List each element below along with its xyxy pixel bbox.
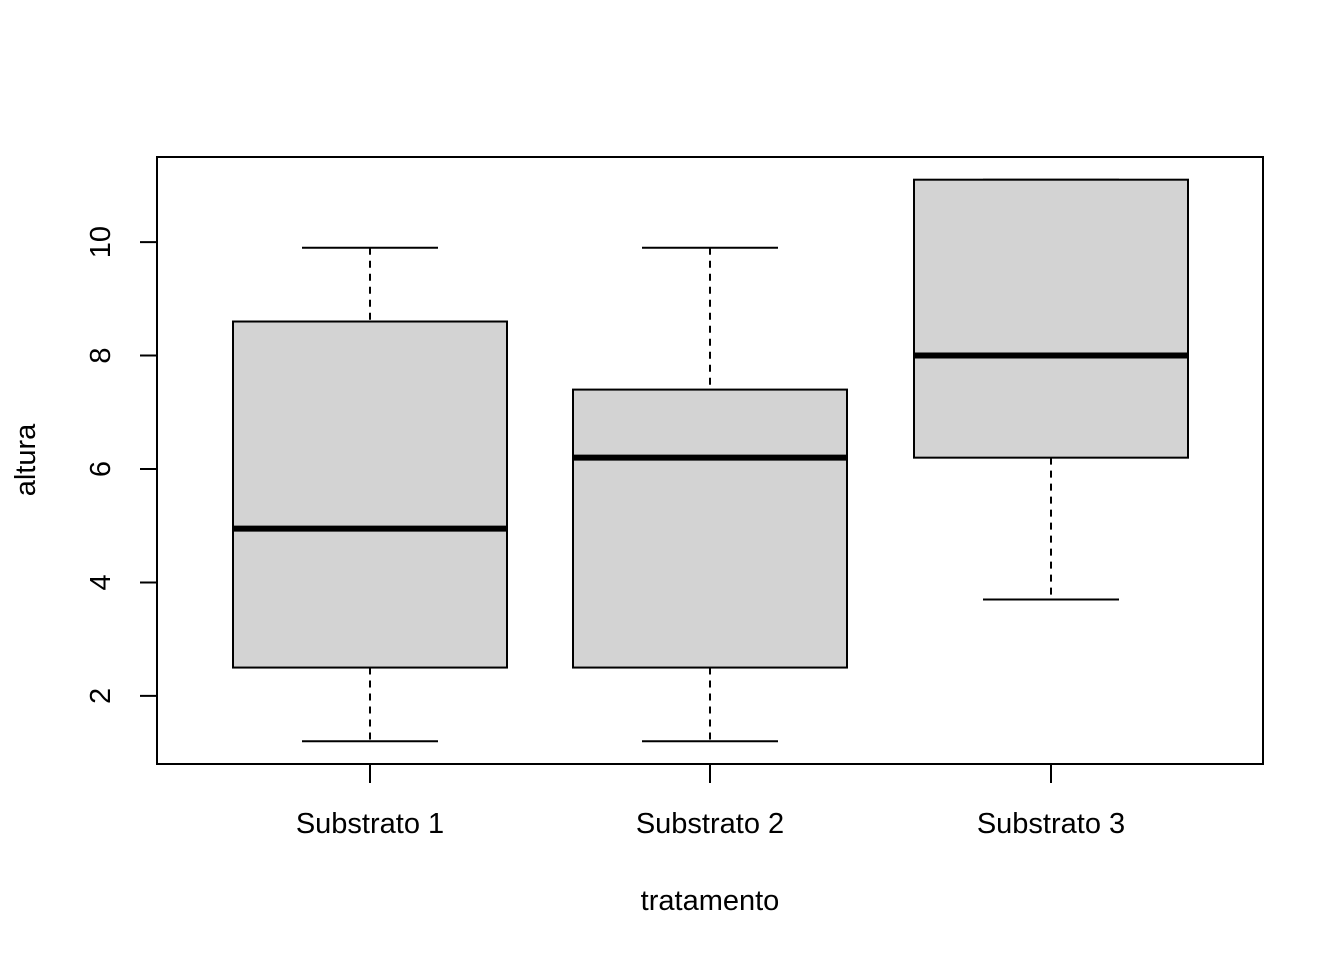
box-2 — [572, 246, 848, 743]
y-tick-label: 4 — [85, 574, 117, 590]
x-tick-label: Substrato 2 — [636, 808, 784, 840]
y-axis: 2 4 6 8 10 — [85, 226, 158, 704]
box-1 — [232, 246, 508, 743]
iqr-box — [913, 178, 1189, 459]
y-tick-label: 2 — [85, 688, 117, 704]
x-axis: Substrato 1 Substrato 2 Substrato 3 — [296, 764, 1125, 840]
y-tick-label: 8 — [85, 347, 117, 363]
boxes-group — [232, 178, 1189, 743]
x-tick-label: Substrato 1 — [296, 808, 444, 840]
iqr-box — [572, 388, 848, 669]
iqr-box — [232, 320, 508, 669]
x-tick-label: Substrato 3 — [977, 808, 1125, 840]
box-3 — [913, 178, 1189, 601]
x-axis-title: tratamento — [641, 885, 780, 917]
y-axis-title: altura — [10, 423, 42, 496]
y-tick-label: 6 — [85, 461, 117, 477]
y-tick-label: 10 — [85, 226, 117, 258]
